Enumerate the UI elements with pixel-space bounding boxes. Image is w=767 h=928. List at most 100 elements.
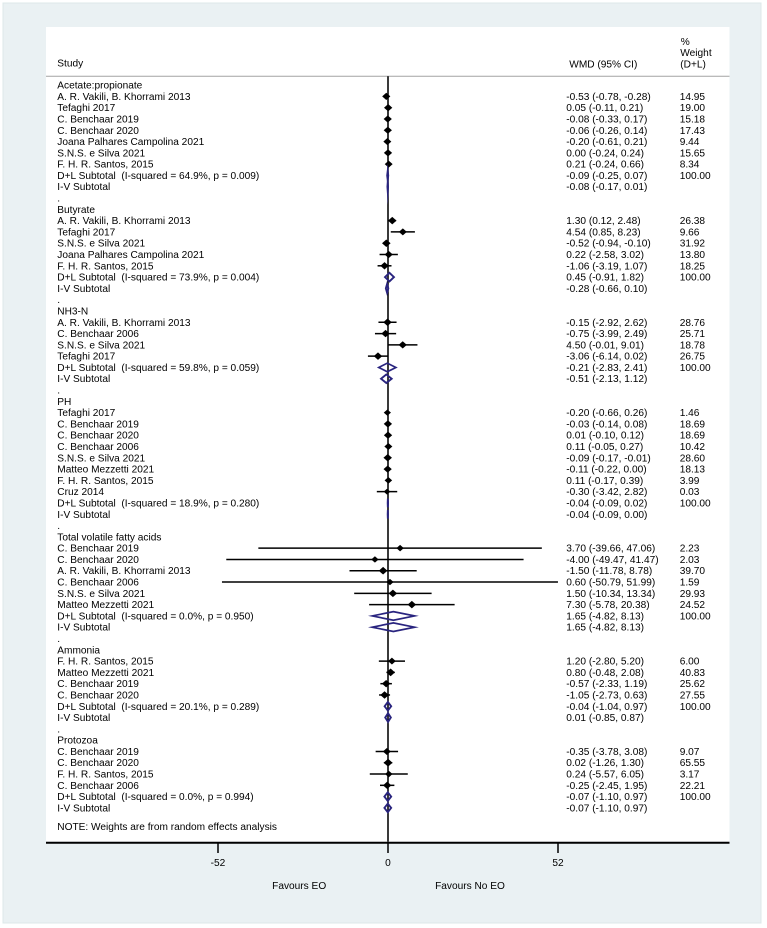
svg-text:0.22 (-2.58, 3.02): 0.22 (-2.58, 3.02)	[566, 250, 644, 261]
svg-text:39.70: 39.70	[680, 566, 706, 577]
svg-text:A. R. Vakili, B. Khorrami 2013: A. R. Vakili, B. Khorrami 2013	[57, 216, 191, 227]
svg-text:S.N.S. e Silva 2021: S.N.S. e Silva 2021	[57, 148, 145, 159]
svg-text:13.80: 13.80	[680, 250, 706, 261]
svg-text:WMD (95% CI): WMD (95% CI)	[569, 59, 637, 70]
svg-text:-0.04 (-0.09, 0.00): -0.04 (-0.09, 0.00)	[566, 510, 647, 521]
svg-text:100.00: 100.00	[680, 611, 711, 622]
svg-text:I-V Subtotal: I-V Subtotal	[57, 510, 110, 521]
svg-text:100.00: 100.00	[680, 702, 711, 713]
svg-text:Joana Palhares Campolina 2021: Joana Palhares Campolina 2021	[57, 250, 204, 261]
svg-text:Matteo Mezzetti 2021: Matteo Mezzetti 2021	[57, 668, 154, 679]
svg-text:0.02 (-1.26, 1.30): 0.02 (-1.26, 1.30)	[566, 758, 644, 769]
svg-text:3.99: 3.99	[680, 476, 700, 487]
svg-text:9.66: 9.66	[680, 227, 700, 238]
svg-text:31.92: 31.92	[680, 239, 706, 250]
svg-text:25.62: 25.62	[680, 679, 706, 690]
svg-text:I-V Subtotal: I-V Subtotal	[57, 182, 110, 193]
svg-text:28.76: 28.76	[680, 318, 706, 329]
svg-text:0.24 (-5.57, 6.05): 0.24 (-5.57, 6.05)	[566, 770, 644, 781]
svg-text:I-V Subtotal: I-V Subtotal	[57, 803, 110, 814]
svg-text:S.N.S. e Silva 2021: S.N.S. e Silva 2021	[57, 453, 145, 464]
svg-text:-0.04 (-0.09, 0.02): -0.04 (-0.09, 0.02)	[566, 499, 647, 510]
svg-text:-3.06 (-6.14, 0.02): -3.06 (-6.14, 0.02)	[566, 352, 647, 363]
svg-text:17.43: 17.43	[680, 126, 706, 137]
svg-text:0.21 (-0.24, 0.66): 0.21 (-0.24, 0.66)	[566, 160, 644, 171]
svg-text:C. Benchaar 2019: C. Benchaar 2019	[57, 115, 139, 126]
svg-text:F. H. R. Santos, 2015: F. H. R. Santos, 2015	[57, 770, 154, 781]
svg-text:-0.06 (-0.26, 0.14): -0.06 (-0.26, 0.14)	[566, 126, 647, 137]
svg-text:C. Benchaar 2019: C. Benchaar 2019	[57, 747, 139, 758]
svg-text:.: .	[57, 386, 60, 397]
svg-text:18.13: 18.13	[680, 465, 706, 476]
svg-text:1.50 (-10.34, 13.34): 1.50 (-10.34, 13.34)	[566, 589, 655, 600]
svg-text:C. Benchaar 2020: C. Benchaar 2020	[57, 126, 139, 137]
svg-text:100.00: 100.00	[680, 273, 711, 284]
svg-text:2.03: 2.03	[680, 555, 700, 566]
svg-text:0.60 (-50.79, 51.99): 0.60 (-50.79, 51.99)	[566, 578, 655, 589]
svg-text:8.34: 8.34	[680, 160, 700, 171]
svg-text:F. H. R. Santos, 2015: F. H. R. Santos, 2015	[57, 657, 154, 668]
svg-text:1.20 (-2.80, 5.20): 1.20 (-2.80, 5.20)	[566, 657, 644, 668]
svg-text:-0.53 (-0.78, -0.28): -0.53 (-0.78, -0.28)	[566, 92, 650, 103]
svg-text:D+L Subtotal (I-squared = 73.: D+L Subtotal (I-squared = 73.9%, p = 0.0…	[57, 273, 259, 284]
svg-text:18.78: 18.78	[680, 340, 706, 351]
svg-text:.: .	[57, 194, 60, 205]
svg-text:Total volatile fatty acids: Total volatile fatty acids	[57, 532, 161, 543]
svg-text:100.00: 100.00	[680, 792, 711, 803]
svg-text:-52: -52	[211, 858, 226, 869]
svg-text:28.60: 28.60	[680, 453, 706, 464]
svg-text:S.N.S. e Silva 2021: S.N.S. e Silva 2021	[57, 340, 145, 351]
svg-text:D+L Subtotal (I-squared = 20.: D+L Subtotal (I-squared = 20.1%, p = 0.2…	[57, 702, 259, 713]
svg-text:Ammonia: Ammonia	[57, 645, 100, 656]
svg-text:15.18: 15.18	[680, 115, 706, 126]
svg-text:-0.04 (-1.04, 0.97): -0.04 (-1.04, 0.97)	[566, 702, 647, 713]
svg-text:-1.06 (-3.19, 1.07): -1.06 (-3.19, 1.07)	[566, 261, 647, 272]
svg-text:S.N.S. e Silva 2021: S.N.S. e Silva 2021	[57, 589, 145, 600]
svg-text:29.93: 29.93	[680, 589, 706, 600]
svg-text:S.N.S. e Silva 2021: S.N.S. e Silva 2021	[57, 239, 145, 250]
svg-text:26.75: 26.75	[680, 352, 706, 363]
svg-text:25.71: 25.71	[680, 329, 706, 340]
svg-text:Favours EO: Favours EO	[272, 881, 326, 892]
svg-text:3.17: 3.17	[680, 770, 700, 781]
svg-text:14.95: 14.95	[680, 92, 706, 103]
svg-text:10.42: 10.42	[680, 442, 706, 453]
svg-text:1.65 (-4.82, 8.13): 1.65 (-4.82, 8.13)	[566, 623, 644, 634]
svg-text:.: .	[57, 521, 60, 532]
svg-text:-0.07 (-1.10, 0.97): -0.07 (-1.10, 0.97)	[566, 792, 647, 803]
svg-text:Butyrate: Butyrate	[57, 205, 95, 216]
svg-text:(D+L): (D+L)	[680, 60, 706, 71]
svg-text:PH: PH	[57, 397, 71, 408]
svg-text:C. Benchaar 2020: C. Benchaar 2020	[57, 431, 139, 442]
svg-text:C. Benchaar 2006: C. Benchaar 2006	[57, 442, 139, 453]
svg-text:18.69: 18.69	[680, 431, 706, 442]
svg-text:26.38: 26.38	[680, 216, 706, 227]
svg-text:C. Benchaar 2006: C. Benchaar 2006	[57, 329, 139, 340]
svg-text:24.52: 24.52	[680, 600, 706, 611]
svg-text:-0.08 (-0.33, 0.17): -0.08 (-0.33, 0.17)	[566, 115, 647, 126]
svg-text:100.00: 100.00	[680, 363, 711, 374]
svg-text:Study: Study	[57, 59, 84, 70]
svg-text:A. R. Vakili, B. Khorrami 2013: A. R. Vakili, B. Khorrami 2013	[57, 92, 191, 103]
svg-text:I-V Subtotal: I-V Subtotal	[57, 374, 110, 385]
svg-text:I-V Subtotal: I-V Subtotal	[57, 623, 110, 634]
svg-text:Tefaghi 2017: Tefaghi 2017	[57, 352, 115, 363]
svg-text:-0.20 (-0.66, 0.26): -0.20 (-0.66, 0.26)	[566, 408, 647, 419]
svg-text:Protozoa: Protozoa	[57, 736, 98, 747]
svg-text:F. H. R. Santos, 2015: F. H. R. Santos, 2015	[57, 261, 154, 272]
svg-text:-4.00 (-49.47, 41.47): -4.00 (-49.47, 41.47)	[566, 555, 658, 566]
svg-text:D+L Subtotal (I-squared = 59.: D+L Subtotal (I-squared = 59.8%, p = 0.0…	[57, 363, 259, 374]
svg-text:-0.08 (-0.17, 0.01): -0.08 (-0.17, 0.01)	[566, 182, 647, 193]
svg-text:0.45 (-0.91, 1.82): 0.45 (-0.91, 1.82)	[566, 273, 644, 284]
svg-text:C. Benchaar 2019: C. Benchaar 2019	[57, 679, 139, 690]
svg-text:-0.03 (-0.14, 0.08): -0.03 (-0.14, 0.08)	[566, 419, 647, 430]
svg-text:0.11 (-0.17, 0.39): 0.11 (-0.17, 0.39)	[566, 476, 643, 487]
svg-text:Matteo Mezzetti 2021: Matteo Mezzetti 2021	[57, 600, 154, 611]
svg-text:52: 52	[552, 858, 564, 869]
svg-text:.: .	[57, 295, 60, 306]
svg-text:1.59: 1.59	[680, 578, 700, 589]
svg-text:-0.35 (-3.78, 3.08): -0.35 (-3.78, 3.08)	[566, 747, 647, 758]
svg-text:9.07: 9.07	[680, 747, 700, 758]
svg-text:Tefaghi 2017: Tefaghi 2017	[57, 408, 115, 419]
svg-text:19.00: 19.00	[680, 103, 706, 114]
